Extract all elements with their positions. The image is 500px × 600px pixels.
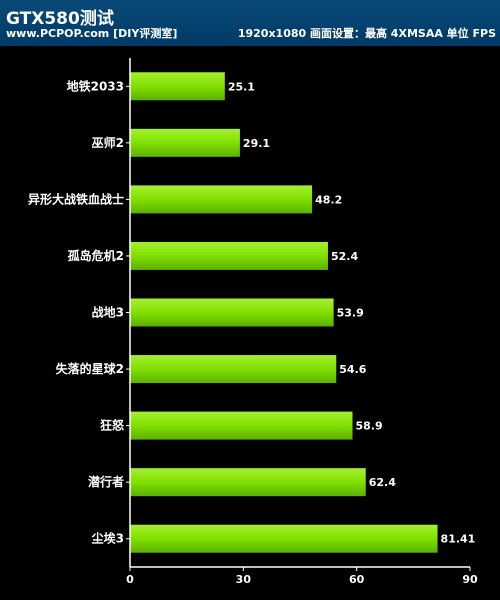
data-label: 81.41 [441,533,476,546]
x-tick-label: 90 [462,573,478,586]
category-label: 孤岛危机2 [68,248,124,263]
data-label: 53.9 [337,307,364,320]
x-tick-label: 0 [126,573,134,586]
test-settings-text: 1920x1080 画面设置：最高 4XMSAA 单位 FPS [237,27,496,40]
bar [130,72,225,101]
bar [130,524,438,553]
category-label: 狂怒 [100,418,125,433]
bar [130,298,334,327]
bar [130,468,366,497]
data-label: 54.6 [339,363,366,376]
category-label: 尘埃3 [92,531,124,546]
bar [130,128,240,157]
category-label: 潜行者 [88,474,124,489]
data-label: 48.2 [315,193,342,206]
chart-header: GTX580测试 www.PCPOP.com [DIY评测室] 1920x108… [0,0,500,46]
bar [130,355,337,384]
bar [130,411,353,440]
data-label: 29.1 [243,137,270,150]
data-label: 62.4 [369,476,396,489]
bar [130,185,313,214]
category-label: 巫师2 [92,135,124,150]
data-label: 25.1 [228,80,255,93]
category-label: 地铁2033 [67,78,124,93]
chart-subtitle: www.PCPOP.com [DIY评测室] 1920x1080 画面设置：最高… [6,25,496,41]
data-label: 52.4 [331,250,358,263]
source-text: www.PCPOP.com [DIY评测室] [6,27,178,40]
x-tick-label: 30 [236,573,252,586]
x-tick-label: 60 [349,573,365,586]
chart-title: GTX580测试 [6,9,114,29]
category-label: 战地3 [92,305,124,320]
category-label: 失落的星球2 [56,361,124,376]
bar [130,241,328,270]
category-label: 异形大战铁血战士 [28,191,124,206]
data-label: 58.9 [356,420,383,433]
